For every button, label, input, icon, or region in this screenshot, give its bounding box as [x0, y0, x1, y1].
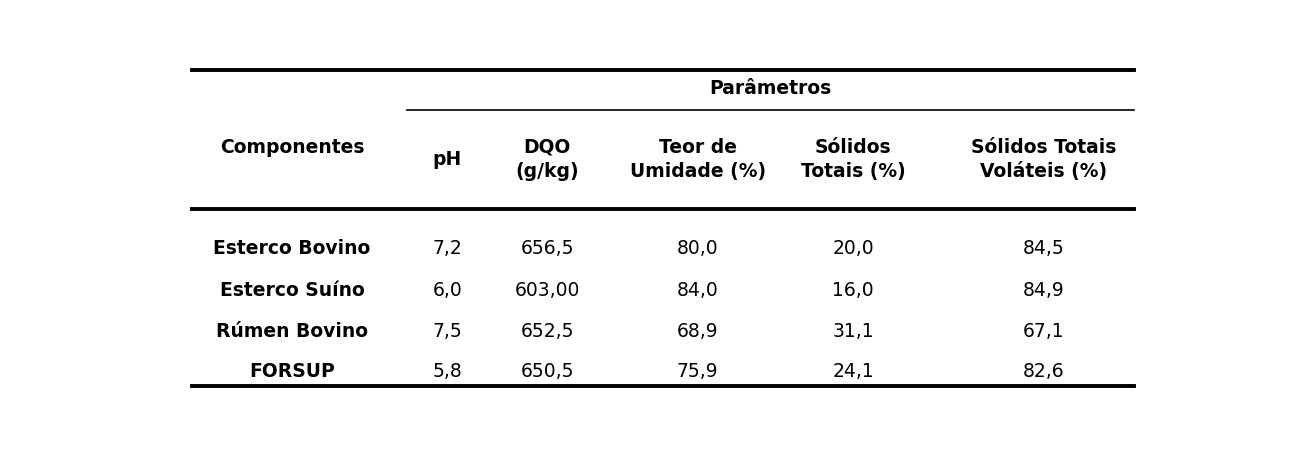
Text: Esterco Suíno: Esterco Suíno [220, 281, 365, 300]
Text: 20,0: 20,0 [833, 239, 874, 258]
Text: Esterco Bovino: Esterco Bovino [213, 239, 371, 258]
Text: 84,9: 84,9 [1023, 281, 1064, 300]
Text: DQO
(g/kg): DQO (g/kg) [516, 138, 579, 181]
Text: 650,5: 650,5 [521, 362, 574, 382]
Text: Componentes: Componentes [220, 138, 365, 157]
Text: Sólidos
Totais (%): Sólidos Totais (%) [800, 138, 905, 181]
Text: 16,0: 16,0 [833, 281, 874, 300]
Text: Teor de
Umidade (%): Teor de Umidade (%) [630, 138, 765, 181]
Text: 84,0: 84,0 [676, 281, 719, 300]
Text: Rúmen Bovino: Rúmen Bovino [216, 322, 369, 341]
Text: 656,5: 656,5 [521, 239, 574, 258]
Text: 7,5: 7,5 [432, 322, 462, 341]
Text: Sólidos Totais
Voláteis (%): Sólidos Totais Voláteis (%) [971, 138, 1116, 181]
Text: FORSUP: FORSUP [250, 362, 335, 382]
Text: 80,0: 80,0 [678, 239, 719, 258]
Text: 7,2: 7,2 [432, 239, 462, 258]
Text: 68,9: 68,9 [678, 322, 719, 341]
Text: 75,9: 75,9 [678, 362, 719, 382]
Text: 6,0: 6,0 [432, 281, 462, 300]
Text: 603,00: 603,00 [515, 281, 581, 300]
Text: 652,5: 652,5 [521, 322, 574, 341]
Text: 67,1: 67,1 [1023, 322, 1064, 341]
Text: 84,5: 84,5 [1023, 239, 1064, 258]
Text: pH: pH [433, 150, 462, 169]
Text: 31,1: 31,1 [833, 322, 874, 341]
Text: 24,1: 24,1 [833, 362, 874, 382]
Text: 82,6: 82,6 [1023, 362, 1064, 382]
Text: 5,8: 5,8 [432, 362, 462, 382]
Text: Parâmetros: Parâmetros [710, 79, 831, 98]
